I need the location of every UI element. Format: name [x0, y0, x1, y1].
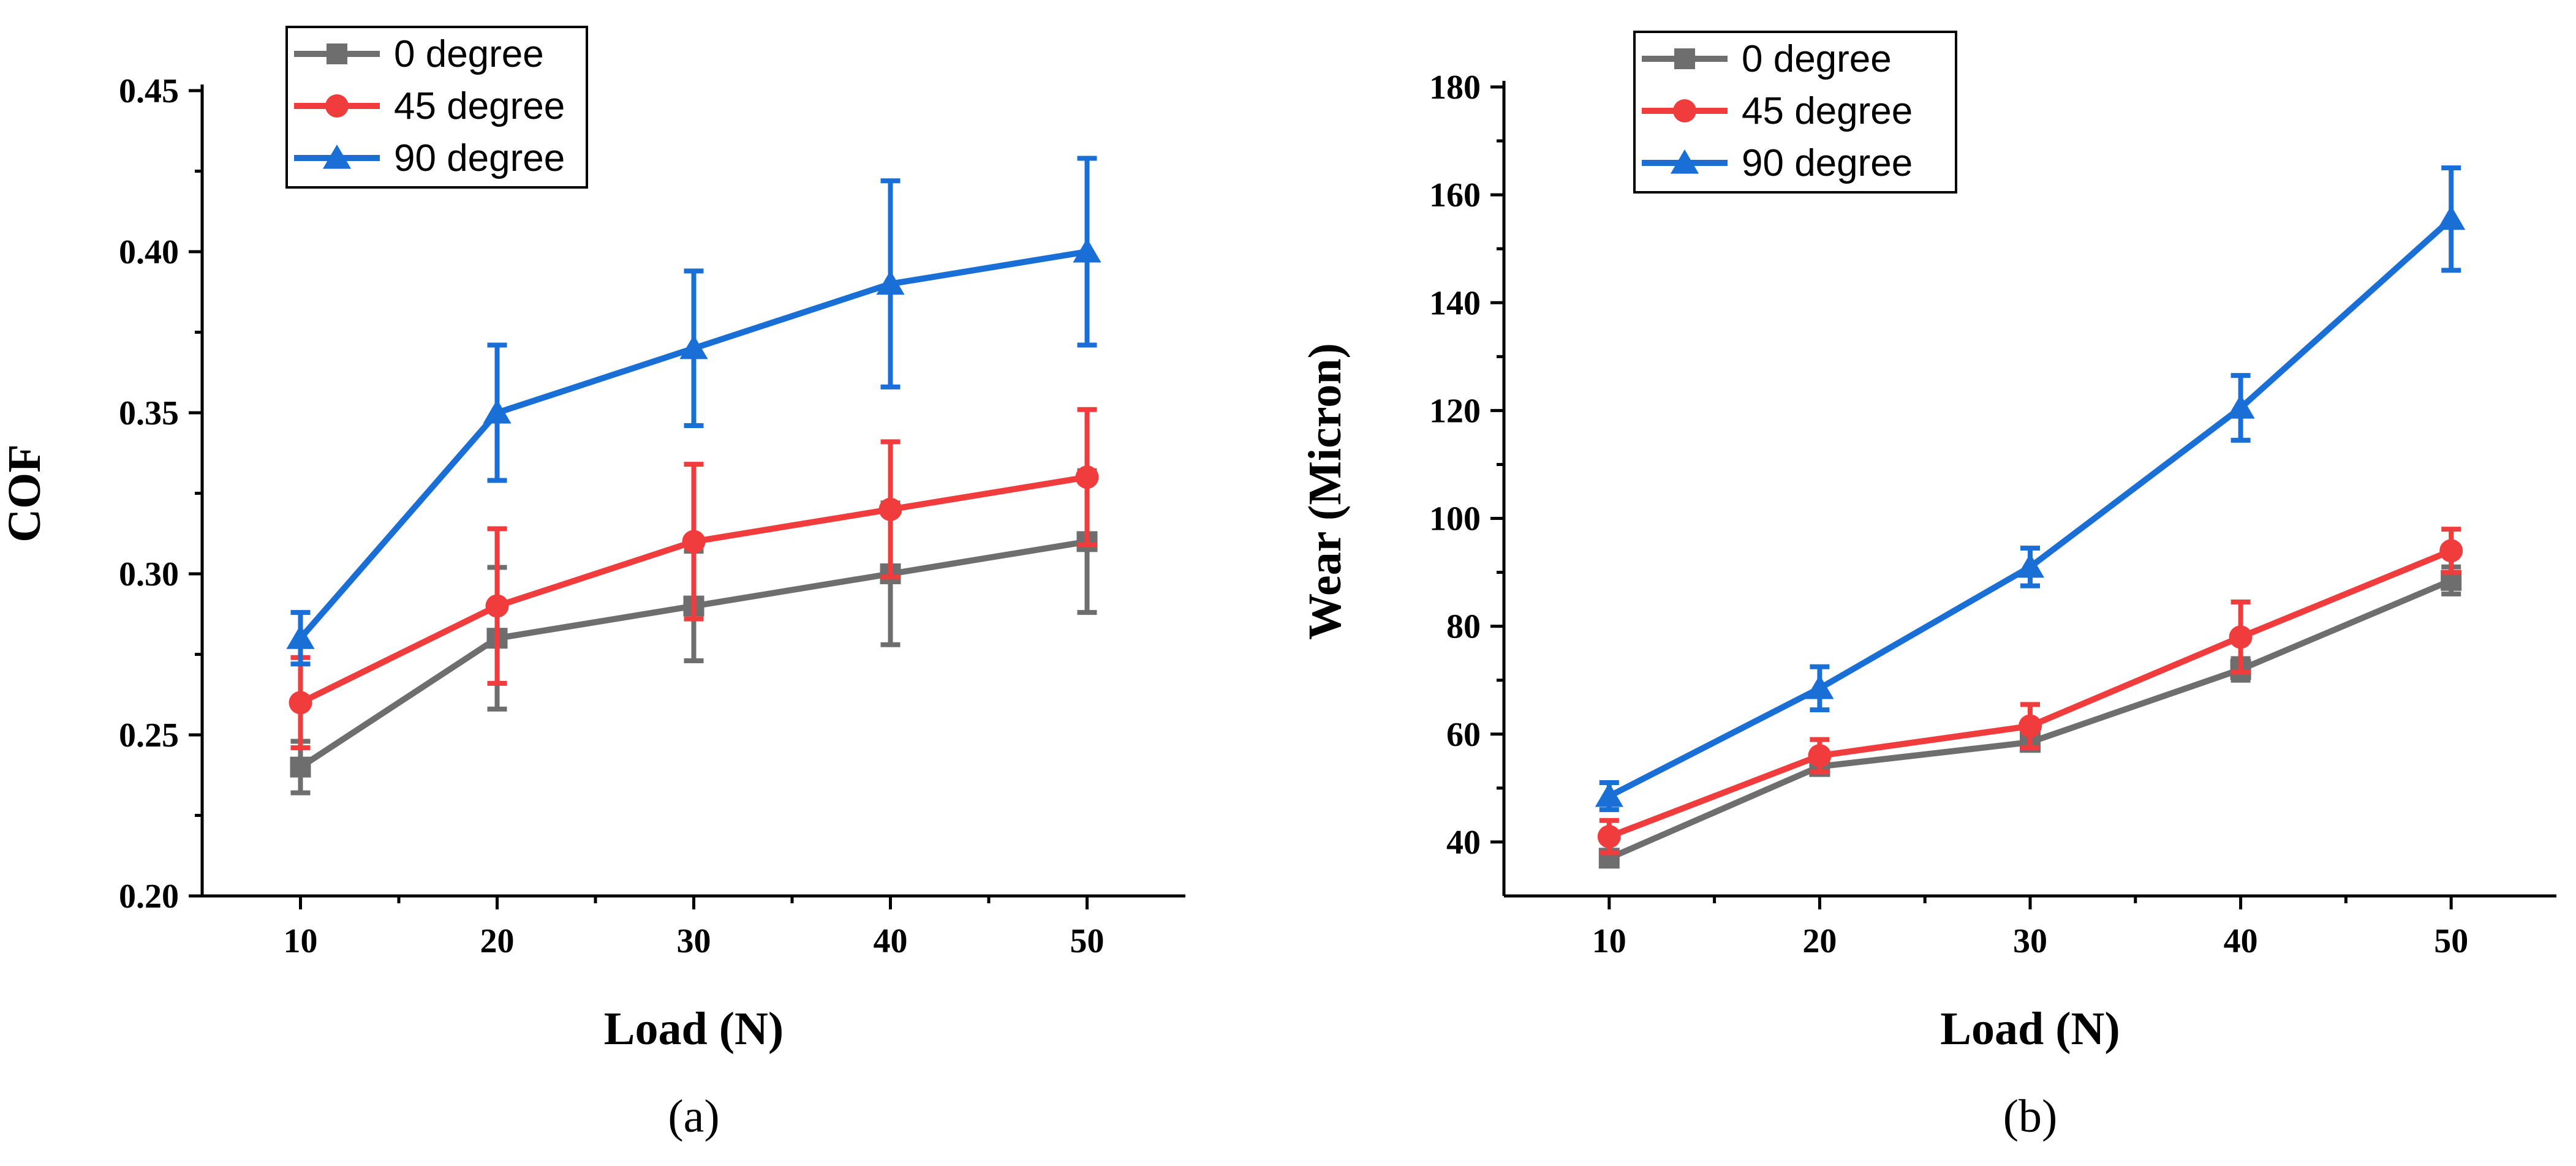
data-point: [2019, 714, 2042, 738]
data-point: [1073, 238, 1101, 263]
data-point: [483, 399, 512, 424]
legend: 0 degree 45 degree 90 degree: [1633, 31, 1957, 194]
legend-label: 45 degree: [1742, 90, 1913, 132]
legend-label: 0 degree: [1742, 38, 1892, 80]
x-tick-label: 10: [284, 922, 318, 960]
chart-panel-a: 0.20 0.25 0.30 0.35 0.40 0.45 10 20 30 40 50 Load (…: [0, 26, 1185, 1142]
series-line: [1608, 547, 2453, 840]
y-tick-label: 0.35: [119, 394, 179, 432]
x-tick-label: 20: [1802, 922, 1837, 960]
x-tick-label: 30: [2013, 922, 2047, 960]
data-point: [1075, 465, 1099, 489]
x-axis-title: Load (N): [604, 1003, 784, 1055]
data-point: [2229, 625, 2253, 649]
y-axis-title: Wear (Micron): [1299, 343, 1351, 640]
data-point: [679, 334, 708, 359]
y-tick-label: 140: [1429, 284, 1481, 322]
y-tick-label: 40: [1446, 824, 1481, 862]
legend: 0 degree 45 degree 90 degree: [285, 26, 588, 189]
x-tick-label: 40: [2224, 922, 2258, 960]
legend-label: 0 degree: [394, 33, 544, 75]
panel-label: (a): [668, 1091, 719, 1142]
series-90-degree: [286, 156, 1101, 667]
data-point: [1597, 825, 1621, 849]
data-point: [290, 756, 311, 778]
panel-label: (b): [2003, 1091, 2058, 1142]
data-point: [2015, 553, 2045, 578]
data-point: [2439, 539, 2463, 563]
legend-marker: [1670, 149, 1699, 174]
legend-marker: [1674, 48, 1695, 69]
y-tick-label: 80: [1446, 608, 1481, 646]
y-tick-label: 0.30: [119, 555, 179, 593]
series-90-degree: [1595, 165, 2466, 813]
x-tick-label: 20: [480, 922, 515, 960]
series-45-degree: [1597, 527, 2463, 856]
x-axis-title: Load (N): [1940, 1003, 2120, 1055]
data-point: [485, 594, 509, 618]
data-point: [2226, 394, 2255, 419]
x-tick-label: 50: [2434, 922, 2468, 960]
chart-panel-b: 40 60 80 100 120 140 160 180 10 20 30 40 50 Load (N) W…: [1299, 31, 2556, 1142]
y-tick-label: 120: [1429, 392, 1481, 430]
legend-marker: [327, 43, 347, 64]
y-tick-label: 160: [1429, 176, 1481, 214]
legend-label: 45 degree: [394, 85, 565, 127]
x-tick-label: 30: [677, 922, 711, 960]
legend-marker: [1673, 99, 1696, 122]
legend-label: 90 degree: [1742, 142, 1913, 184]
data-point: [878, 497, 902, 521]
data-point: [1808, 744, 1832, 768]
y-tick-label: 0.40: [119, 233, 179, 271]
data-point: [2437, 205, 2466, 230]
data-point: [682, 530, 706, 554]
data-point: [876, 270, 905, 295]
y-tick-label: 100: [1429, 500, 1481, 538]
x-tick-label: 50: [1070, 922, 1105, 960]
legend-marker: [322, 145, 352, 169]
data-point: [1805, 674, 1834, 699]
data-point: [286, 625, 315, 649]
data-point: [289, 691, 312, 715]
y-tick-label: 0.45: [119, 72, 179, 110]
x-tick-label: 40: [874, 922, 908, 960]
y-tick-label: 0.20: [119, 878, 179, 916]
y-tick-label: 180: [1429, 69, 1481, 107]
data-point: [1595, 783, 1623, 807]
legend-label: 90 degree: [394, 137, 565, 179]
series-45-degree: [289, 407, 1099, 751]
y-tick-label: 0.25: [119, 717, 179, 754]
y-tick-label: 60: [1446, 716, 1481, 754]
y-axis-title: COF: [0, 444, 50, 542]
legend-marker: [325, 94, 349, 118]
x-tick-label: 10: [1592, 922, 1626, 960]
